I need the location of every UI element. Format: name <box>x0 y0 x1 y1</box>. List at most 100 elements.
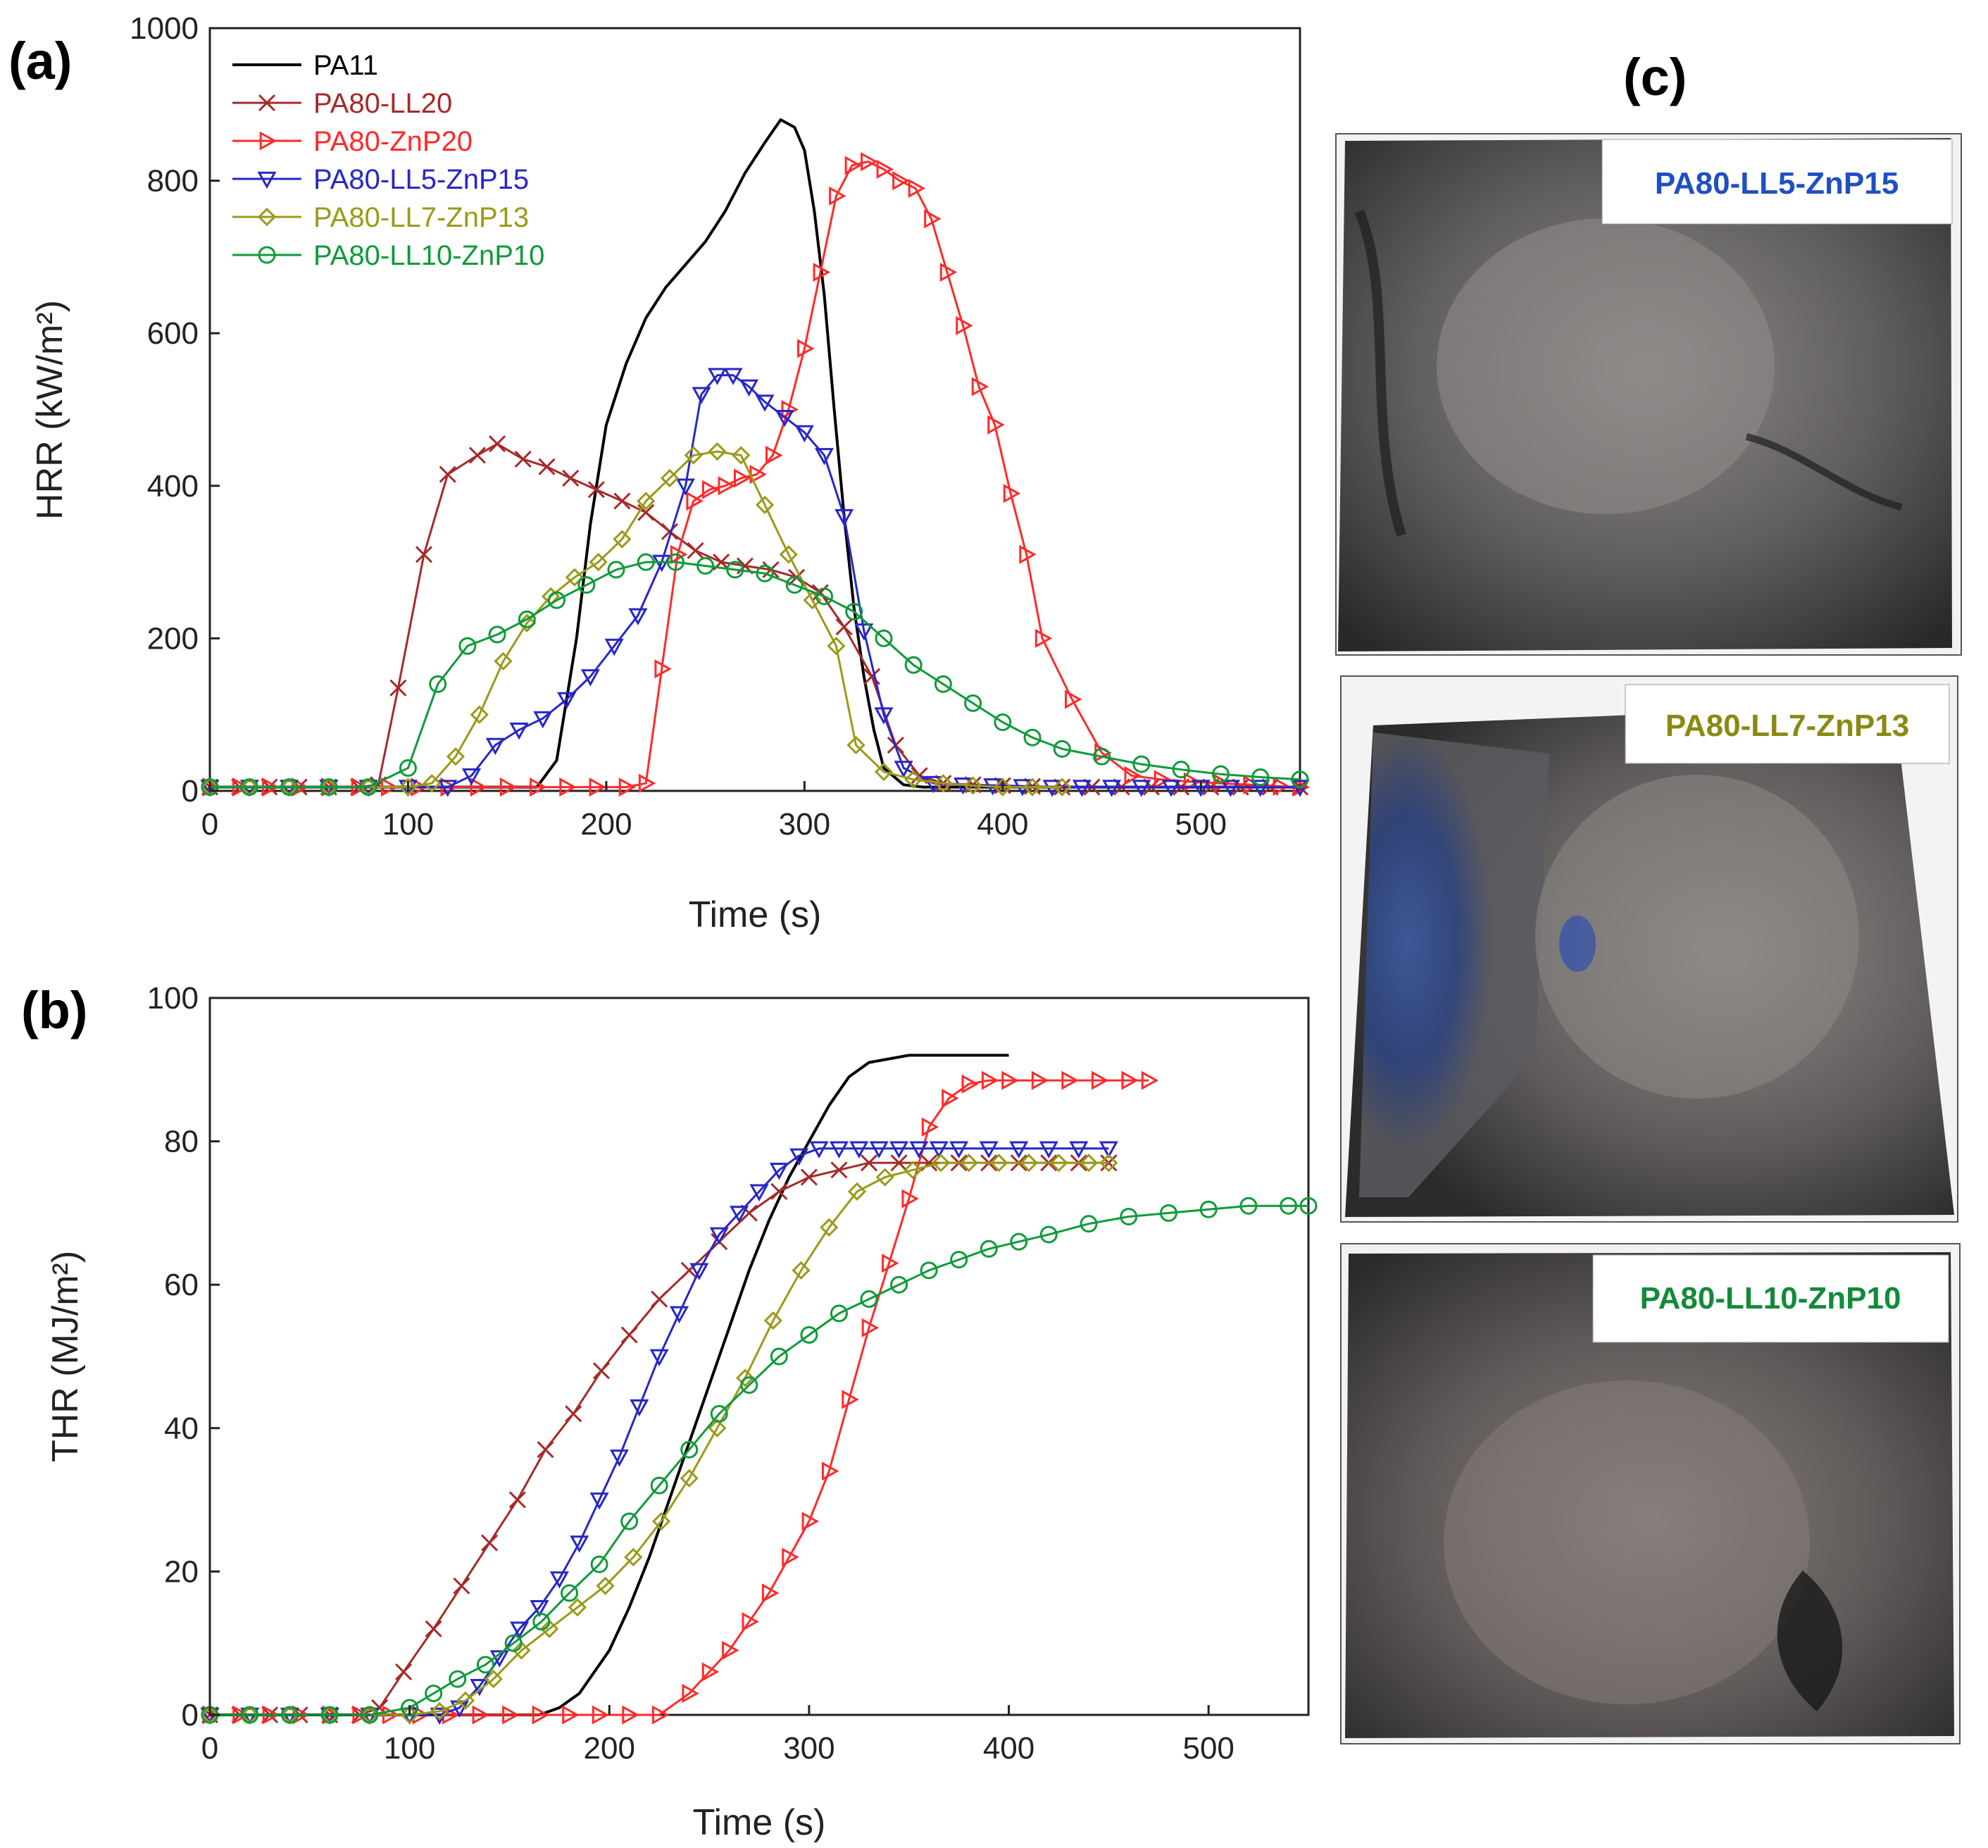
hrr-point-pa80-ll5-znp15 <box>461 768 482 786</box>
thr-y-tick-label: 20 <box>164 1554 199 1589</box>
hrr-point-pa80-ll10-znp10 <box>201 778 219 797</box>
thr-point-pa80-ll5-znp15 <box>869 1141 889 1159</box>
hrr-point-pa80-ll5-znp15 <box>604 638 624 656</box>
thr-point-pa80-ll5-znp15 <box>949 1141 969 1159</box>
thr-point-pa80-ll7-znp13 <box>484 1669 503 1689</box>
thr-point-pa80-ll20 <box>395 1663 413 1680</box>
thr-point-pa80-ll7-znp13 <box>904 1161 923 1180</box>
thr-point-pa80-ll20 <box>890 1154 908 1172</box>
hrr-series-pa80-ll7-znp13 <box>200 442 1072 797</box>
hrr-point-pa80-ll5-znp15 <box>707 368 727 385</box>
thr-point-pa80-znp20 <box>592 1705 610 1725</box>
hrr-x-axis-title: Time (s) <box>689 894 822 935</box>
thr-line-pa11 <box>210 1054 1009 1716</box>
thr-point-pa80-znp20 <box>782 1547 799 1567</box>
panel-label-c: (c) <box>1623 48 1687 106</box>
hrr-line-pa11 <box>210 118 1300 789</box>
hrr-point-pa80-ll10-znp10 <box>607 561 625 579</box>
thr-point-pa80-ll10-znp10 <box>241 1706 259 1724</box>
thr-point-pa80-ll10-znp10 <box>590 1555 608 1573</box>
hrr-point-pa80-znp20 <box>686 491 704 511</box>
hrr-point-pa80-znp20 <box>1034 628 1053 648</box>
legend-label-pa80-ll5-znp15: PA80-LL5-ZnP15 <box>313 164 529 195</box>
thr-point-pa80-ll7-znp13 <box>680 1468 699 1488</box>
thr-point-pa80-znp20 <box>842 1390 859 1409</box>
thr-y-tick-label: 80 <box>164 1125 199 1159</box>
thr-point-pa80-ll10-znp10 <box>620 1512 639 1530</box>
thr-point-pa80-ll10-znp10 <box>860 1290 878 1309</box>
thr-point-pa80-znp20 <box>942 1088 959 1109</box>
hrr-series-pa11 <box>210 118 1300 789</box>
hrr-point-pa80-znp20 <box>618 778 637 797</box>
thr-point-pa80-ll7-znp13 <box>763 1311 782 1330</box>
hrr-point-pa80-ll20 <box>514 450 532 468</box>
legend-item-pa80-ll5-znp15: PA80-LL5-ZnP15 <box>232 164 529 195</box>
hrr-point-pa80-ll20 <box>389 679 407 697</box>
thr-point-pa80-ll5-znp15 <box>589 1492 609 1510</box>
hrr-point-pa80-znp20 <box>1003 484 1021 504</box>
hrr-point-pa80-ll5-znp15 <box>1132 780 1151 797</box>
hrr-point-pa80-ll5-znp15 <box>814 448 834 466</box>
hrr-point-pa80-ll7-znp13 <box>993 778 1012 797</box>
hrr-point-pa80-ll5-znp15 <box>628 608 648 625</box>
thr-point-pa80-ll10-znp10 <box>425 1684 443 1702</box>
legend-marker-pa80-ll10-znp10 <box>258 246 276 264</box>
thr-line-pa80-ll10-znp10 <box>210 1204 1308 1716</box>
thr-point-pa80-ll7-znp13 <box>959 1154 978 1173</box>
thr-point-pa80-ll7-znp13 <box>708 1418 727 1437</box>
thr-point-pa80-znp20 <box>1031 1070 1049 1090</box>
hrr-point-pa80-ll7-znp13 <box>934 774 953 793</box>
hrr-y-tick-label: 600 <box>147 316 199 351</box>
hrr-x-tick-label: 200 <box>580 807 632 842</box>
thr-point-pa80-znp20 <box>1121 1070 1139 1090</box>
hrr-point-pa80-ll10-znp10 <box>399 759 417 778</box>
hrr-y-tick-label: 1000 <box>130 11 199 46</box>
hrr-point-pa80-ll5-znp15 <box>775 410 794 427</box>
hrr-point-pa80-znp20 <box>1019 544 1037 564</box>
thr-series-pa80-ll20 <box>201 1154 1118 1724</box>
hrr-point-pa80-ll5-znp15 <box>755 394 775 412</box>
thr-point-pa80-ll10-znp10 <box>920 1261 938 1280</box>
hrr-point-pa80-ll5-znp15 <box>874 707 894 725</box>
thr-point-pa80-ll5-znp15 <box>749 1184 769 1201</box>
hrr-point-pa80-ll20 <box>687 542 704 559</box>
thr-point-pa80-ll5-znp15 <box>669 1306 689 1324</box>
hrr-point-pa80-ll7-znp13 <box>565 568 584 587</box>
legend-marker-pa80-ll5-znp15 <box>257 171 277 189</box>
hrr-point-pa80-ll5-znp15 <box>1251 780 1270 797</box>
hrr-point-pa80-ll7-znp13 <box>904 770 923 789</box>
hrr-point-pa80-ll7-znp13 <box>660 468 680 488</box>
hrr-x-tick-label: 300 <box>779 807 830 842</box>
thr-point-pa80-znp20 <box>801 1511 819 1531</box>
thr-point-pa80-ll5-znp15 <box>809 1141 829 1159</box>
thr-point-pa80-ll7-znp13 <box>931 1154 951 1173</box>
hrr-legend: PA11 PA80-LL20 PA80-ZnP20 PA80-LL5-ZnP15 PA8… <box>232 50 544 271</box>
hrr-point-pa80-ll7-znp13 <box>470 705 489 724</box>
thr-point-pa80-ll10-znp10 <box>680 1440 699 1459</box>
thr-plot-frame <box>208 997 1310 1716</box>
thr-point-pa80-ll10-znp10 <box>1159 1204 1177 1222</box>
thr-point-pa80-ll7-znp13 <box>430 1702 449 1721</box>
thr-point-pa80-ll5-znp15 <box>609 1449 630 1467</box>
hrr-point-pa80-ll5-znp15 <box>854 623 874 641</box>
thr-point-pa80-ll20 <box>481 1534 499 1552</box>
hrr-point-pa80-ll5-znp15 <box>509 723 529 740</box>
hrr-point-pa80-ll20 <box>415 546 433 563</box>
thr-point-pa80-ll10-znp10 <box>361 1706 379 1724</box>
hrr-point-pa80-znp20 <box>1065 689 1082 709</box>
thr-point-pa80-ll5-znp15 <box>929 1141 949 1159</box>
hrr-point-pa80-ll5-znp15 <box>1102 780 1122 797</box>
thr-x-axis-title: Time (s) <box>693 1802 826 1843</box>
hrr-point-pa80-ll20 <box>439 466 456 483</box>
legend-marker-pa80-ll7-znp13 <box>257 207 277 227</box>
thr-point-pa80-ll10-znp10 <box>280 1706 299 1724</box>
hrr-point-pa80-ll5-znp15 <box>723 368 743 385</box>
thr-point-pa80-ll20 <box>830 1161 848 1179</box>
thr-x-tick-label: 400 <box>983 1731 1034 1766</box>
hrr-x-tick-label: 500 <box>1175 807 1227 842</box>
hrr-point-pa80-ll20 <box>637 504 655 521</box>
hrr-series-pa80-ll5-znp15 <box>200 368 1310 797</box>
hrr-point-pa80-ll10-znp10 <box>458 637 477 655</box>
hrr-point-pa80-ll7-znp13 <box>846 735 865 755</box>
hrr-point-pa80-znp20 <box>530 778 547 797</box>
